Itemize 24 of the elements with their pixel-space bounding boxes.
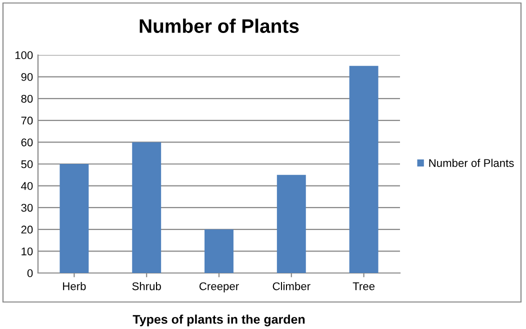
y-tick-label: 0 xyxy=(27,269,33,278)
y-tick-label: 10 xyxy=(22,247,33,256)
legend-label: Number of Plants xyxy=(429,158,514,167)
y-tick-label: 30 xyxy=(21,204,33,212)
chart-title: Number of Plants xyxy=(140,18,299,33)
y-tick-label: 50 xyxy=(21,160,33,168)
y-tick-label: 100 xyxy=(15,51,33,60)
bar xyxy=(276,174,306,273)
y-tick-label: 90 xyxy=(21,73,33,81)
x-axis-title: Types of plants in the garden xyxy=(132,314,305,326)
y-tick-label: 80 xyxy=(21,94,33,103)
x-tick-label: Herb xyxy=(63,282,86,290)
y-tick-label: 70 xyxy=(21,116,33,125)
bar xyxy=(349,66,378,273)
bar xyxy=(132,142,162,273)
y-tick-label: 40 xyxy=(21,182,33,190)
x-tick-label: Shrub xyxy=(132,282,161,290)
bar xyxy=(204,229,234,273)
x-tick-label: Climber xyxy=(272,282,310,290)
y-tick-label: 60 xyxy=(21,138,33,146)
x-tick-label: Creeper xyxy=(199,282,239,292)
x-tick-label: Tree xyxy=(352,282,375,290)
y-tick-label: 20 xyxy=(21,226,33,234)
bar xyxy=(60,164,89,273)
